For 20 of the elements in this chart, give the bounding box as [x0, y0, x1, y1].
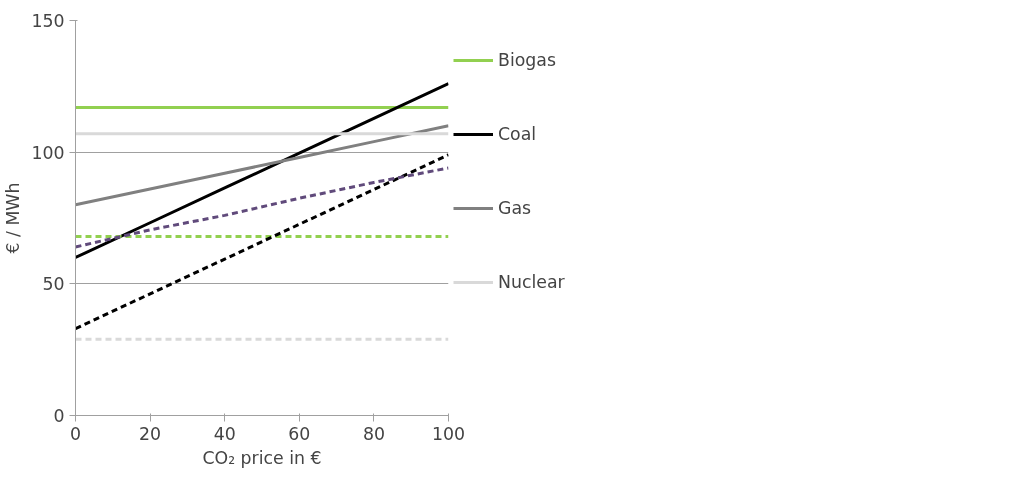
y-tick-label: 100	[31, 142, 65, 163]
legend-label: Coal	[498, 123, 537, 146]
legend-label: Nuclear	[498, 271, 565, 294]
y-axis-title: € / MWh	[3, 182, 24, 254]
x-tick-label: 40	[213, 423, 236, 444]
legend-label: Gas	[498, 197, 532, 220]
x-tick-label: 20	[139, 423, 162, 444]
x-tick-label: 80	[362, 423, 385, 444]
x-tick-label: 0	[69, 423, 82, 444]
line-series	[75, 153, 449, 331]
y-tick-label: 0	[53, 406, 65, 426]
y-tick-label: 50	[42, 274, 65, 295]
x-tick-label: 100	[431, 423, 466, 444]
line-series	[75, 82, 449, 259]
line-series	[75, 124, 449, 207]
line-series	[75, 166, 449, 249]
x-tick-label: 60	[288, 423, 311, 444]
x-axis-title: CO₂ price in €	[202, 447, 322, 468]
legend-label: Biogas	[498, 49, 556, 72]
y-tick-label: 150	[31, 11, 65, 31]
